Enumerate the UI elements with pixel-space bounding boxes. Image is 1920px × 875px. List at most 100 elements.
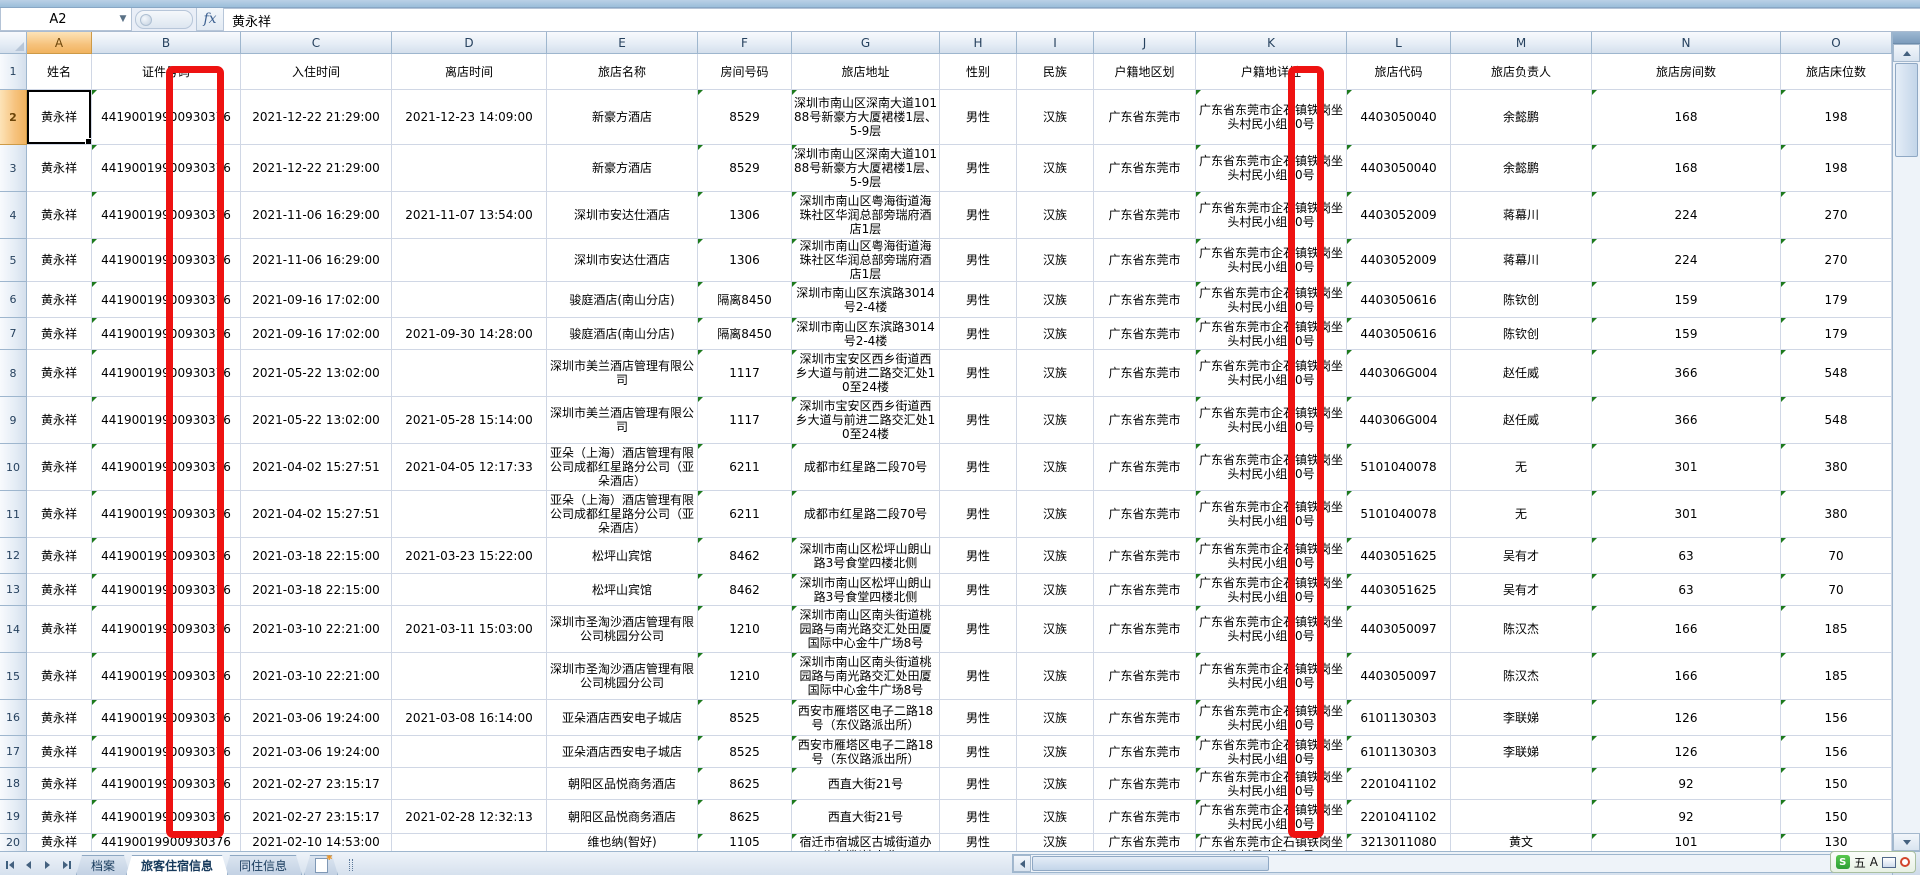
cell-B17[interactable]: 44190019900930376 (92, 736, 241, 768)
cell-F16[interactable]: 8525 (698, 700, 792, 736)
field-header-C[interactable]: 入住时间 (241, 54, 392, 90)
cell-E13[interactable]: 松坪山宾馆 (547, 574, 698, 606)
cell-C17[interactable]: 2021-03-06 19:24:00 (241, 736, 392, 768)
previous-sheet-button[interactable] (19, 855, 38, 875)
cell-C12[interactable]: 2021-03-18 22:15:00 (241, 538, 392, 574)
cell-N4[interactable]: 224 (1592, 192, 1781, 239)
cell-B13[interactable]: 44190019900930376 (92, 574, 241, 606)
cell-L12[interactable]: 4403051625 (1347, 538, 1451, 574)
field-header-O[interactable]: 旅店床位数 (1781, 54, 1892, 90)
cell-I2[interactable]: 汉族 (1017, 90, 1094, 145)
field-header-B[interactable]: 证件号码 (92, 54, 241, 90)
cell-I15[interactable]: 汉族 (1017, 653, 1094, 700)
cell-I5[interactable]: 汉族 (1017, 239, 1094, 282)
cell-O13[interactable]: 70 (1781, 574, 1892, 606)
cell-K20[interactable]: 广东省东莞市企石镇铁岗坐头村民小组10号 (1196, 834, 1347, 851)
cell-C13[interactable]: 2021-03-18 22:15:00 (241, 574, 392, 606)
cell-O2[interactable]: 198 (1781, 90, 1892, 145)
cell-H7[interactable]: 男性 (940, 318, 1017, 350)
cell-K6[interactable]: 广东省东莞市企石镇铁岗坐头村民小组10号 (1196, 282, 1347, 318)
cell-E18[interactable]: 朝阳区品悦商务酒店 (547, 768, 698, 800)
row-header-19[interactable]: 19 (0, 800, 27, 834)
cell-K13[interactable]: 广东省东莞市企石镇铁岗坐头村民小组10号 (1196, 574, 1347, 606)
cell-K3[interactable]: 广东省东莞市企石镇铁岗坐头村民小组10号 (1196, 145, 1347, 192)
cell-M15[interactable]: 陈汉杰 (1451, 653, 1592, 700)
cell-E8[interactable]: 深圳市美兰酒店管理有限公司 (547, 350, 698, 397)
cell-A4[interactable]: 黄永祥 (27, 192, 92, 239)
cell-B14[interactable]: 44190019900930376 (92, 606, 241, 653)
cell-E14[interactable]: 深圳市圣淘沙酒店管理有限公司桃园分公司 (547, 606, 698, 653)
cell-F14[interactable]: 1210 (698, 606, 792, 653)
cell-F11[interactable]: 6211 (698, 491, 792, 538)
cell-K18[interactable]: 广东省东莞市企石镇铁岗坐头村民小组10号 (1196, 768, 1347, 800)
cell-D13[interactable] (392, 574, 547, 606)
cell-O16[interactable]: 156 (1781, 700, 1892, 736)
vertical-scroll-thumb[interactable] (1895, 63, 1918, 157)
column-header-O[interactable]: O (1781, 32, 1892, 54)
cell-N20[interactable]: 101 (1592, 834, 1781, 851)
cell-C2[interactable]: 2021-12-22 21:29:00 (241, 90, 392, 145)
cell-I17[interactable]: 汉族 (1017, 736, 1094, 768)
cell-K7[interactable]: 广东省东莞市企石镇铁岗坐头村民小组10号 (1196, 318, 1347, 350)
cell-J7[interactable]: 广东省东莞市 (1094, 318, 1196, 350)
row-header-7[interactable]: 7 (0, 318, 27, 350)
cell-D20[interactable] (392, 834, 547, 851)
cell-L15[interactable]: 4403050097 (1347, 653, 1451, 700)
cell-E9[interactable]: 深圳市美兰酒店管理有限公司 (547, 397, 698, 444)
cell-G8[interactable]: 深圳市宝安区西乡街道西乡大道与前进二路交汇处10至24楼 (792, 350, 940, 397)
cell-M2[interactable]: 余懿鹏 (1451, 90, 1592, 145)
cell-A18[interactable]: 黄永祥 (27, 768, 92, 800)
cell-I13[interactable]: 汉族 (1017, 574, 1094, 606)
cell-J4[interactable]: 广东省东莞市 (1094, 192, 1196, 239)
cell-O17[interactable]: 156 (1781, 736, 1892, 768)
sheet-tab-1[interactable]: 档案 (76, 855, 130, 875)
insert-worksheet-tab[interactable] (304, 855, 338, 875)
column-header-I[interactable]: I (1017, 32, 1094, 54)
cell-A8[interactable]: 黄永祥 (27, 350, 92, 397)
cell-F20[interactable]: 1105 (698, 834, 792, 851)
cell-O10[interactable]: 380 (1781, 444, 1892, 491)
cell-L14[interactable]: 4403050097 (1347, 606, 1451, 653)
cell-K12[interactable]: 广东省东莞市企石镇铁岗坐头村民小组10号 (1196, 538, 1347, 574)
cell-A13[interactable]: 黄永祥 (27, 574, 92, 606)
cell-H12[interactable]: 男性 (940, 538, 1017, 574)
cell-E11[interactable]: 亚朵（上海）酒店管理有限公司成都红星路分公司（亚朵酒店） (547, 491, 698, 538)
cell-K14[interactable]: 广东省东莞市企石镇铁岗坐头村民小组10号 (1196, 606, 1347, 653)
cell-I10[interactable]: 汉族 (1017, 444, 1094, 491)
tab-scroll-splitter[interactable] (346, 855, 355, 875)
cell-N19[interactable]: 92 (1592, 800, 1781, 834)
cell-E3[interactable]: 新豪方酒店 (547, 145, 698, 192)
row-header-1[interactable]: 1 (0, 54, 27, 90)
row-header-2[interactable]: 2 (0, 90, 27, 145)
cell-D10[interactable]: 2021-04-05 12:17:33 (392, 444, 547, 491)
cell-E4[interactable]: 深圳市安达仕酒店 (547, 192, 698, 239)
cell-L19[interactable]: 2201041102 (1347, 800, 1451, 834)
cell-F5[interactable]: 1306 (698, 239, 792, 282)
cell-M17[interactable]: 李联娣 (1451, 736, 1592, 768)
first-sheet-button[interactable] (0, 855, 19, 875)
horizontal-scroll-thumb[interactable] (1032, 856, 1269, 871)
cell-A16[interactable]: 黄永祥 (27, 700, 92, 736)
cell-M9[interactable]: 赵任威 (1451, 397, 1592, 444)
cell-E5[interactable]: 深圳市安达仕酒店 (547, 239, 698, 282)
cell-N13[interactable]: 63 (1592, 574, 1781, 606)
row-header-17[interactable]: 17 (0, 736, 27, 768)
cell-A2[interactable]: 黄永祥 (27, 90, 92, 145)
row-header-20[interactable]: 20 (0, 834, 27, 851)
cell-N7[interactable]: 159 (1592, 318, 1781, 350)
cell-B15[interactable]: 44190019900930376 (92, 653, 241, 700)
cell-I8[interactable]: 汉族 (1017, 350, 1094, 397)
cell-B4[interactable]: 44190019900930376 (92, 192, 241, 239)
cell-G13[interactable]: 深圳市南山区松坪山朗山路3号食堂四楼北侧 (792, 574, 940, 606)
cell-G14[interactable]: 深圳市南山区南头街道桃园路与南光路交汇处田厦国际中心金牛广场8号 (792, 606, 940, 653)
ime-mode-label[interactable]: 五 (1853, 855, 1866, 870)
cell-F3[interactable]: 8529 (698, 145, 792, 192)
column-header-A[interactable]: A (27, 32, 92, 54)
column-header-E[interactable]: E (547, 32, 698, 54)
cell-J2[interactable]: 广东省东莞市 (1094, 90, 1196, 145)
cell-C18[interactable]: 2021-02-27 23:15:17 (241, 768, 392, 800)
cell-E12[interactable]: 松坪山宾馆 (547, 538, 698, 574)
cell-K2[interactable]: 广东省东莞市企石镇铁岗坐头村民小组10号 (1196, 90, 1347, 145)
cell-O7[interactable]: 179 (1781, 318, 1892, 350)
cell-O20[interactable]: 130 (1781, 834, 1892, 851)
